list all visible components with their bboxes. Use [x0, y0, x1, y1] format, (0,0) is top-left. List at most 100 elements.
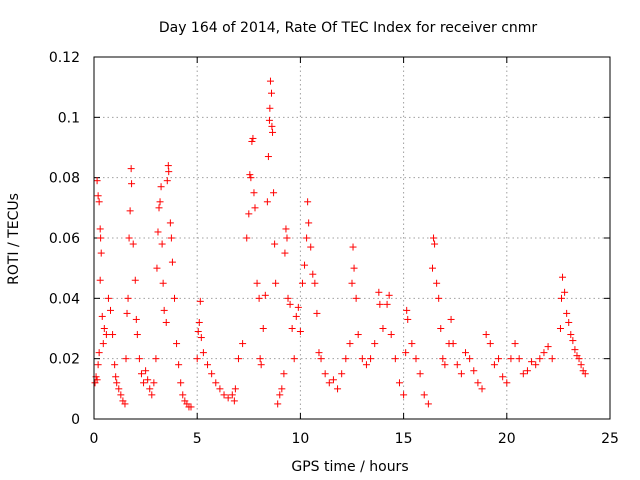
- data-point: [117, 391, 125, 399]
- y-tick-label-0.02: 0.02: [49, 352, 80, 368]
- data-point: [348, 279, 356, 287]
- data-point: [270, 189, 278, 197]
- data-point: [298, 279, 306, 287]
- data-point: [94, 192, 102, 200]
- data-point: [511, 340, 519, 348]
- data-point: [179, 391, 187, 399]
- data-point: [507, 355, 515, 363]
- data-point: [385, 291, 393, 299]
- data-point: [430, 234, 438, 242]
- data-point: [164, 162, 172, 170]
- data-point: [173, 340, 181, 348]
- data-point: [265, 116, 273, 124]
- data-point: [256, 355, 264, 363]
- data-point: [159, 279, 167, 287]
- data-point: [99, 340, 107, 348]
- x-tick-label-10: 10: [291, 431, 309, 447]
- data-point: [350, 264, 358, 272]
- data-point: [383, 300, 391, 308]
- data-point: [165, 168, 173, 176]
- data-point: [376, 300, 384, 308]
- data-point: [457, 370, 465, 378]
- data-point: [311, 279, 319, 287]
- data-point: [95, 198, 103, 206]
- data-point: [286, 300, 294, 308]
- data-point: [276, 391, 284, 399]
- data-point: [462, 349, 470, 357]
- data-point: [123, 309, 131, 317]
- data-point: [379, 325, 387, 332]
- data-point: [561, 288, 569, 296]
- data-point: [257, 361, 265, 369]
- data-point: [111, 361, 119, 369]
- data-point: [113, 379, 121, 387]
- data-point: [264, 153, 272, 161]
- data-point: [536, 355, 544, 363]
- data-point: [167, 234, 175, 242]
- y-tick-label-0.06: 0.06: [49, 231, 80, 247]
- data-point: [144, 376, 152, 384]
- data-point: [199, 349, 207, 357]
- data-point: [155, 204, 163, 212]
- data-point: [251, 204, 259, 212]
- data-point: [156, 198, 164, 206]
- data-point: [449, 340, 457, 348]
- data-point: [126, 207, 134, 215]
- data-point: [224, 394, 232, 402]
- data-point: [146, 385, 154, 393]
- data-point: [284, 294, 292, 302]
- data-point: [259, 325, 267, 332]
- data-point: [540, 349, 548, 357]
- data-point: [133, 331, 141, 339]
- data-point: [95, 349, 103, 357]
- y-tick-label-0.12: 0.12: [49, 50, 80, 66]
- data-point: [196, 297, 204, 305]
- y-tick-label-0.08: 0.08: [49, 171, 80, 187]
- data-point: [220, 391, 228, 399]
- data-point: [391, 355, 399, 363]
- data-point: [362, 361, 370, 369]
- x-tick-label-15: 15: [395, 431, 413, 447]
- data-point: [581, 370, 589, 378]
- data-point: [216, 385, 224, 393]
- data-point: [97, 234, 105, 242]
- data-point: [338, 370, 346, 378]
- data-point: [358, 355, 366, 363]
- data-point: [248, 137, 256, 145]
- data-point: [121, 400, 129, 408]
- data-point: [315, 349, 323, 357]
- data-point: [150, 379, 158, 387]
- data-point: [137, 370, 145, 378]
- data-point: [97, 249, 105, 257]
- data-point: [528, 358, 536, 366]
- data-point: [125, 234, 133, 242]
- data-point: [166, 219, 174, 227]
- data-point: [152, 355, 160, 363]
- data-point: [296, 328, 304, 336]
- data-point: [102, 331, 110, 339]
- data-point: [162, 318, 170, 326]
- data-points: [91, 77, 589, 411]
- data-point: [109, 331, 117, 339]
- data-point: [346, 340, 354, 348]
- data-point: [303, 234, 311, 242]
- data-point: [269, 128, 277, 136]
- data-point: [408, 340, 416, 348]
- data-point: [230, 397, 238, 405]
- data-point: [424, 400, 432, 408]
- data-point: [266, 77, 274, 85]
- data-point: [400, 391, 408, 399]
- data-point: [177, 379, 185, 387]
- data-point: [354, 331, 362, 339]
- data-point: [271, 240, 279, 248]
- data-point: [212, 379, 220, 387]
- data-point: [437, 325, 445, 332]
- data-point: [556, 325, 564, 332]
- data-point: [148, 391, 156, 399]
- data-point: [294, 303, 302, 311]
- data-point: [272, 279, 280, 287]
- data-point: [131, 276, 139, 284]
- data-point: [470, 367, 478, 375]
- data-point: [420, 391, 428, 399]
- data-point: [249, 134, 257, 142]
